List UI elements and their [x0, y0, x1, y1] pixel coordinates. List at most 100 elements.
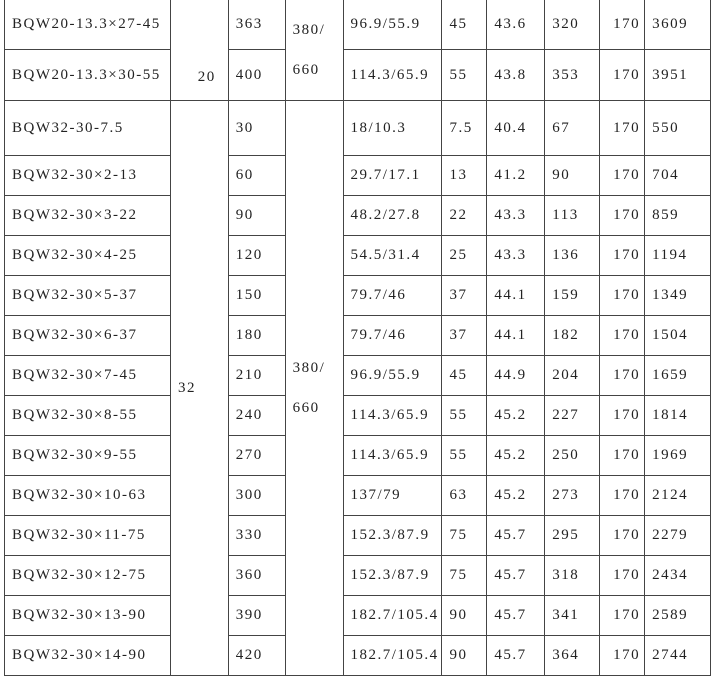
table-cell: 170: [599, 275, 646, 316]
table-cell: 30: [227, 100, 286, 156]
model-cell: BQW32-30×5-37: [4, 275, 171, 316]
model-cell: BQW20-13.3×30-55: [4, 49, 171, 101]
table-cell: 48.2/27.8: [342, 195, 443, 236]
table-cell: 55: [441, 395, 488, 436]
table-cell: 170: [599, 0, 646, 50]
table-cell: 18/10.3: [342, 100, 443, 156]
table-cell: 45.7: [486, 555, 546, 596]
table-cell: 3609: [644, 0, 711, 50]
group-cell: 32: [169, 100, 229, 676]
table-cell: 41.2: [486, 155, 546, 196]
table-cell: 170: [599, 49, 646, 101]
table-cell: 96.9/55.9: [342, 355, 443, 396]
table-row: BQW32-30×2-13 60 29.7/17.1 13 41.2 90 170 704: [4, 155, 711, 196]
table-cell: 75: [441, 515, 488, 556]
table-cell: 2744: [644, 635, 711, 676]
table-cell: 170: [599, 475, 646, 516]
voltage-line: 380/: [292, 21, 326, 38]
table-cell: 1349: [644, 275, 711, 316]
table-cell: 170: [599, 195, 646, 236]
table-cell: 2434: [644, 555, 711, 596]
table-cell: 2124: [644, 475, 711, 516]
table-cell: 90: [227, 195, 286, 236]
table-cell: 152.3/87.9: [342, 515, 443, 556]
table-cell: 273: [544, 475, 601, 516]
table-cell: 79.7/46: [342, 275, 443, 316]
table-cell: 420: [227, 635, 286, 676]
table-cell: 1969: [644, 435, 711, 476]
table-cell: 45.2: [486, 395, 546, 436]
model-cell: BQW32-30×3-22: [4, 195, 171, 236]
pump-spec-table: BQW20-13.3×27-45 20 363 380/660 96.9/55.9 45 4…: [4, 0, 711, 676]
table-cell: 170: [599, 355, 646, 396]
table-cell: 45.7: [486, 635, 546, 676]
table-cell: 360: [227, 555, 286, 596]
table-cell: 180: [227, 315, 286, 356]
table-cell: 182.7/105.4: [342, 595, 443, 636]
table-cell: 40.4: [486, 100, 546, 156]
table-cell: 227: [544, 395, 601, 436]
table-cell: 204: [544, 355, 601, 396]
table-cell: 55: [441, 49, 488, 101]
table-row: BQW32-30-7.5 32 30 380/660 18/10.3 7.5 40.4 67 1…: [4, 100, 711, 676]
table-cell: 1659: [644, 355, 711, 396]
voltage-cell: 380/660: [284, 100, 344, 676]
table-cell: 114.3/65.9: [342, 435, 443, 476]
table-cell: 182.7/105.4: [342, 635, 443, 676]
table-cell: 400: [227, 49, 286, 101]
table-cell: 1194: [644, 235, 711, 276]
table-cell: 67: [544, 100, 601, 156]
table-cell: 43.3: [486, 195, 546, 236]
model-cell: BQW32-30×8-55: [4, 395, 171, 436]
table-cell: 152.3/87.9: [342, 555, 443, 596]
table-cell: 13: [441, 155, 488, 196]
table-cell: 364: [544, 635, 601, 676]
table-row: BQW32-30×5-37 150 79.7/46 37 44.1 159 170 1349: [4, 275, 711, 316]
table-row: BQW32-30×8-55 240 114.3/65.9 55 45.2 227 170 18…: [4, 395, 711, 436]
table-cell: 114.3/65.9: [342, 395, 443, 436]
voltage-line: 660: [292, 61, 320, 78]
table-row: BQW32-30×11-75 330 152.3/87.9 75 45.7 295 170 2…: [4, 515, 711, 556]
table-cell: 136: [544, 235, 601, 276]
voltage-line: 380/: [292, 360, 326, 376]
model-cell: BQW32-30×4-25: [4, 235, 171, 276]
table-cell: 37: [441, 315, 488, 356]
table-cell: 150: [227, 275, 286, 316]
table-row: BQW32-30×14-90 420 182.7/105.4 90 45.7 364 170…: [4, 635, 711, 676]
table-cell: 45: [441, 355, 488, 396]
table-cell: 90: [441, 635, 488, 676]
table-cell: 44.1: [486, 315, 546, 356]
model-cell: BQW20-13.3×27-45: [4, 0, 171, 50]
table-cell: 250: [544, 435, 601, 476]
table-cell: 170: [599, 595, 646, 636]
table-cell: 363: [227, 0, 286, 50]
table-cell: 550: [644, 100, 711, 156]
table-cell: 318: [544, 555, 601, 596]
voltage-cell: 380/660: [284, 0, 344, 101]
table-cell: 44.1: [486, 275, 546, 316]
table-cell: 859: [644, 195, 711, 236]
table-cell: 25: [441, 235, 488, 276]
table-cell: 170: [599, 315, 646, 356]
table-row: BQW32-30×10-63 300 137/79 63 45.2 273 170 2124: [4, 475, 711, 516]
table-cell: 170: [599, 235, 646, 276]
table-cell: 341: [544, 595, 601, 636]
group-cell: 20: [169, 0, 229, 101]
table-cell: 7.5: [441, 100, 488, 156]
table-row: BQW20-13.3×27-45 20 363 380/660 96.9/55.9 45 4…: [4, 0, 711, 101]
model-cell: BQW32-30×12-75: [4, 555, 171, 596]
table-cell: 170: [599, 515, 646, 556]
table-cell: 704: [644, 155, 711, 196]
table-row: BQW32-30×7-45 210 96.9/55.9 45 44.9 204 170 165…: [4, 355, 711, 396]
table-cell: 90: [544, 155, 601, 196]
table-cell: 37: [441, 275, 488, 316]
model-cell: BQW32-30×2-13: [4, 155, 171, 196]
table-cell: 170: [599, 395, 646, 436]
table-cell: 300: [227, 475, 286, 516]
table-cell: 113: [544, 195, 601, 236]
table-cell: 90: [441, 595, 488, 636]
table-cell: 44.9: [486, 355, 546, 396]
table-cell: 170: [599, 555, 646, 596]
table-row: BQW32-30×12-75 360 152.3/87.9 75 45.7 318 170 2…: [4, 555, 711, 596]
table-row: BQW32-30×4-25 120 54.5/31.4 25 43.3 136 170 119…: [4, 235, 711, 276]
